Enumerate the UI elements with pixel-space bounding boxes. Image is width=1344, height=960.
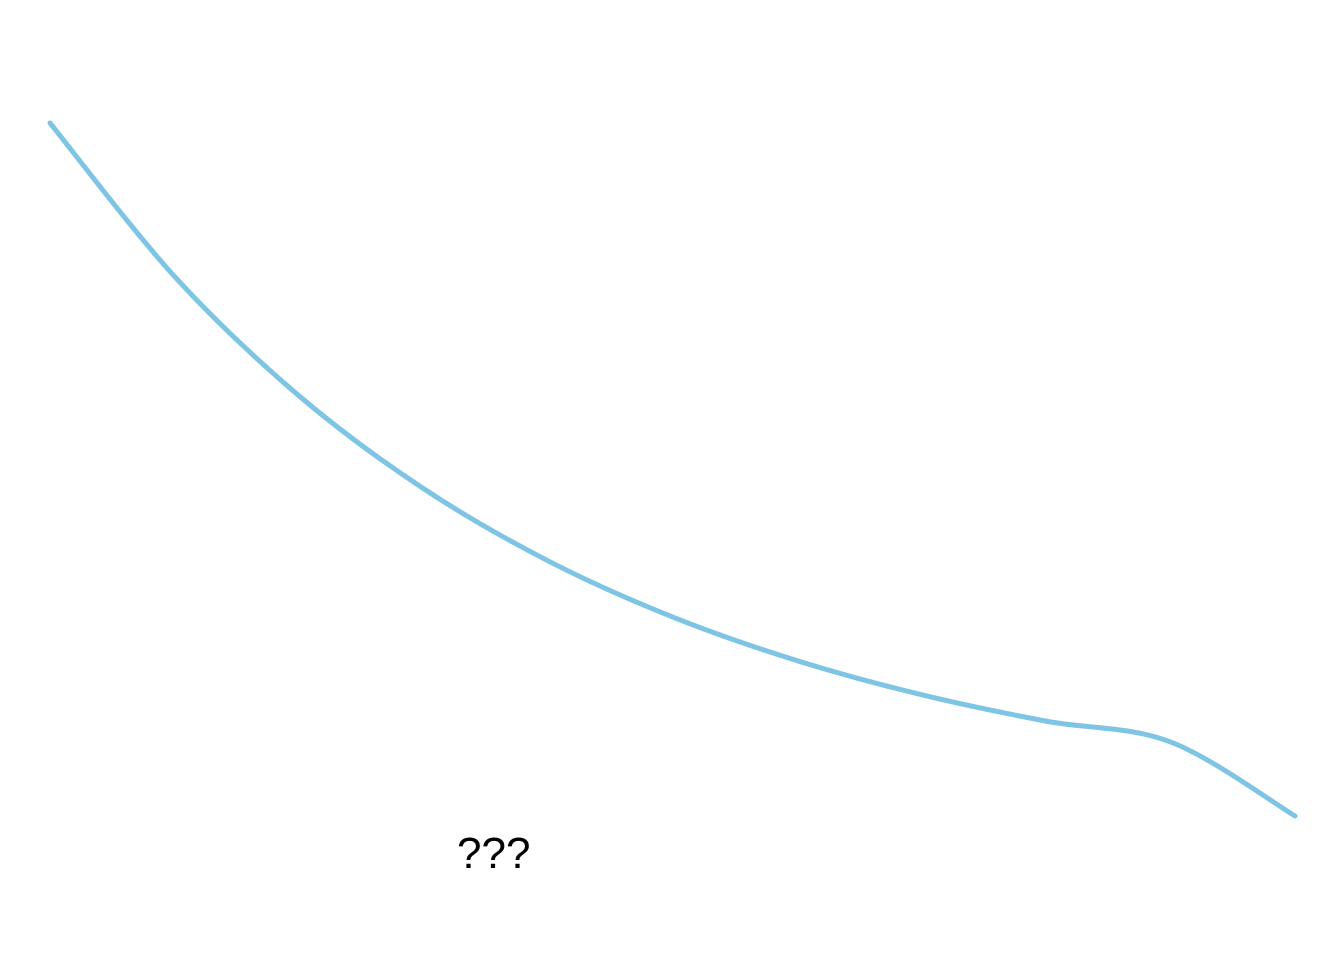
chart-annotation: ???: [457, 829, 531, 878]
series-line-0: [47, 120, 1298, 819]
